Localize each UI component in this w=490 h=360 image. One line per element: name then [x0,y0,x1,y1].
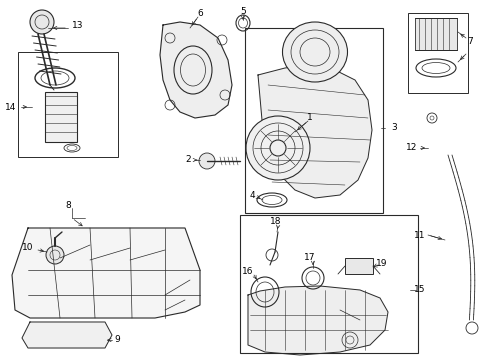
Polygon shape [12,228,200,318]
Circle shape [46,246,64,264]
Polygon shape [248,286,388,355]
Text: 2: 2 [185,156,191,165]
Text: 6: 6 [197,9,203,18]
Text: 3: 3 [391,123,397,132]
Text: 12: 12 [406,144,417,153]
Text: 14: 14 [5,103,17,112]
Polygon shape [258,65,372,198]
Bar [240,215,418,353]
Text: 9: 9 [114,334,120,343]
Text: 7: 7 [467,37,473,46]
Text: 10: 10 [22,243,34,252]
Bar [415,18,457,50]
Text: 5: 5 [240,8,246,17]
Circle shape [199,153,215,169]
Text: 8: 8 [65,201,71,210]
Bar [345,258,373,274]
Text: 16: 16 [242,267,254,276]
Text: 11: 11 [414,230,426,239]
Text: 19: 19 [376,258,388,267]
Bar [408,13,468,93]
Bar [45,92,77,142]
Ellipse shape [283,22,347,82]
Text: 4: 4 [249,192,255,201]
Text: 17: 17 [304,252,316,261]
Bar [18,52,118,157]
Circle shape [30,10,54,34]
Text: 18: 18 [270,217,282,226]
Text: 13: 13 [72,22,84,31]
Polygon shape [22,322,112,348]
Polygon shape [160,22,232,118]
Text: 1: 1 [307,113,313,122]
Circle shape [246,116,310,180]
Bar [245,28,383,213]
Text: 15: 15 [414,285,426,294]
